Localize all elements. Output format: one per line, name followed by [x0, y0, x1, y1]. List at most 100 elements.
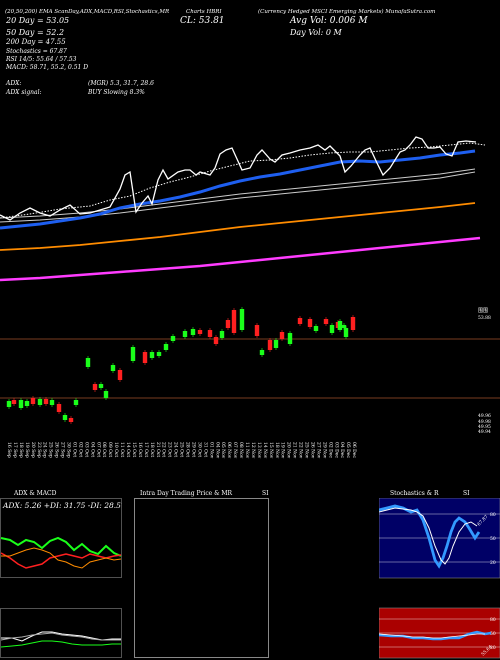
date-label: 09 Oct [107, 442, 113, 457]
date-label: 03 Oct [83, 442, 89, 457]
date-label: 18 Oct [149, 442, 155, 457]
stoch-level-20: 20 [490, 560, 496, 566]
adx-macd-panel: ADX: 5.26 +DI: 31.75 -DI: 28.57 [0, 498, 122, 658]
date-label: 06 Nov [226, 442, 232, 459]
candlestick-group [6, 307, 356, 424]
date-label: 19 Nov [280, 442, 286, 459]
adx-values: (MGR) 5.3, 31.7, 28.6 [88, 80, 154, 87]
date-label: 16 Sep [6, 442, 12, 458]
date-label: 23 Sep [36, 442, 42, 458]
adx-panel-readout: ADX: 5.26 +DI: 31.75 -DI: 28.57 [2, 501, 122, 510]
adx-signal-value: BUY Slowing 8.3% [88, 89, 145, 96]
plus-di-line [0, 536, 122, 557]
date-label: 30 Sep [66, 442, 72, 458]
date-label: 08 Nov [238, 442, 244, 459]
date-label: 13 Nov [256, 442, 262, 459]
date-label: 04 Oct [89, 442, 95, 457]
avg-volume-readout: Avg Vol: 0.006 M [290, 16, 368, 26]
ema20-readout: 20 Day = 53.05 [6, 16, 70, 25]
date-label: 05 Dec [345, 442, 351, 458]
date-label: 04 Dec [339, 442, 345, 458]
rsi-level-50: 50 [490, 631, 496, 637]
date-label: 25 Nov [304, 442, 310, 459]
date-label: 26 Nov [309, 442, 315, 459]
ema50-line [0, 149, 476, 230]
date-label: 22 Nov [298, 442, 304, 459]
ema20-dotted-line [0, 142, 486, 219]
date-label: 10 Oct [113, 442, 119, 457]
adx-label: ADX: [6, 80, 22, 87]
date-label: 02 Oct [77, 442, 83, 457]
stoch-panel-si: SI [463, 490, 470, 497]
price-tag-1: 49.96 [478, 413, 491, 419]
intraday-panel [134, 498, 269, 658]
date-label: 30 Oct [196, 442, 202, 457]
rsi-level-20: 20 [490, 645, 496, 651]
header-brand: Charts HBRI [186, 9, 222, 15]
date-label: 31 Oct [202, 442, 208, 457]
date-label: 27 Nov [315, 442, 321, 459]
rsi-signal-line [379, 633, 485, 639]
date-label: 18 Nov [274, 442, 280, 459]
date-label: 03 Dec [333, 442, 339, 458]
close-readout: CL: 53.81 [180, 16, 225, 26]
date-label: 14 Oct [125, 442, 131, 457]
price-axis-glyph: 围围 [478, 308, 488, 314]
date-label: 27 Sep [60, 442, 66, 458]
date-label: 15 Nov [268, 442, 274, 459]
header-line-ema: (20,50,200) EMA ScanDay,ADX,MACD,R [5, 9, 118, 15]
macd-readout: MACD: 58.71, 55.2, 0.51 D [6, 64, 89, 71]
price-tag-3: 49.95 [478, 424, 491, 430]
header-instrument: (Currency Hedged MSCI Emerging Markets) … [258, 9, 436, 15]
date-label: 06 Dec [351, 442, 357, 458]
rsi-level-80: 80 [490, 617, 496, 623]
date-label: 21 Nov [292, 442, 298, 459]
date-label: 28 Oct [185, 442, 191, 457]
date-label: 01 Oct [71, 442, 77, 457]
date-label: 29 Nov [321, 442, 327, 459]
stoch-panel-title: Stochastics & R [390, 490, 439, 497]
date-label: 22 Oct [161, 442, 167, 457]
intraday-panel-si: SI [262, 490, 269, 497]
date-label: 11 Oct [119, 442, 125, 457]
price-close-line [0, 136, 477, 221]
date-label: 04 Nov [214, 442, 220, 459]
price-tag-4: 49.94 [478, 429, 491, 435]
date-label: 25 Sep [48, 442, 54, 458]
date-label: 16 Oct [137, 442, 143, 457]
price-tag-top: 53.88 [478, 315, 491, 321]
date-label: 26 Sep [54, 442, 60, 458]
date-label: 20 Sep [30, 442, 36, 458]
date-label: 11 Nov [244, 442, 250, 459]
header-line-indicators: SI,Stochastics,MR [118, 9, 170, 15]
macd-box [0, 608, 122, 658]
date-label: 15 Oct [131, 442, 137, 457]
date-label: 17 Sep [12, 442, 18, 458]
price-chart: 围围 53.88 49.96 49.98 49.95 49.94 16 Sep 1… [0, 136, 500, 459]
date-label: 08 Oct [101, 442, 107, 457]
date-label: 21 Oct [155, 442, 161, 457]
date-label: 19 Sep [24, 442, 30, 458]
date-label: 29 Oct [190, 442, 196, 457]
adx-signal-label: ADX signal: [6, 89, 42, 96]
date-label: 12 Nov [250, 442, 256, 459]
date-label: 05 Nov [220, 442, 226, 459]
adx-panel-title: ADX & MACD [14, 490, 57, 497]
ema200-readout: 200 Day = 47.55 [6, 38, 66, 46]
date-label: 23 Oct [167, 442, 173, 457]
macd-signal-line [0, 632, 121, 641]
ema100b-line [0, 168, 476, 219]
date-label: 07 Nov [232, 442, 238, 459]
date-label: 17 Oct [143, 442, 149, 457]
intraday-panel-title: Intra Day Trading Price & MR [140, 490, 233, 497]
date-label: 20 Nov [286, 442, 292, 459]
date-axis: 16 Sep 17 Sep 18 Sep 19 Sep 20 Sep 23 Sep 24 S… [6, 442, 357, 459]
date-label: 01 Nov [208, 442, 214, 459]
date-label: 18 Sep [18, 442, 24, 458]
stoch-level-80: 80 [490, 512, 496, 518]
minus-di-line [0, 552, 122, 569]
ema200-line [0, 236, 481, 282]
ema50-readout: 50 Day = 52.2 [6, 28, 65, 37]
date-label: 02 Dec [327, 442, 333, 458]
date-label: 14 Nov [262, 442, 268, 459]
